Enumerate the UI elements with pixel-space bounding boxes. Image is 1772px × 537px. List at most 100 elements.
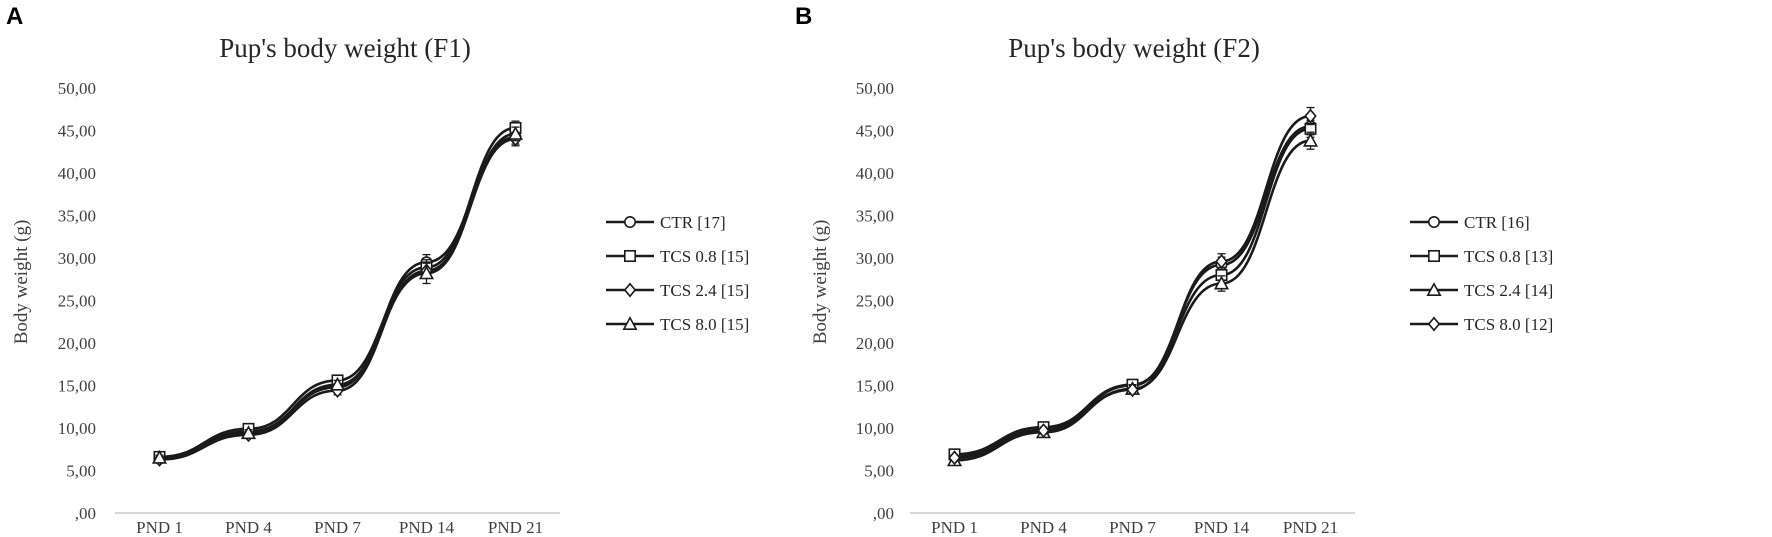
- legend-label: TCS 0.8 [15]: [660, 247, 749, 266]
- y-tick-label-a: 45,00: [58, 122, 96, 141]
- y-tick-label-a: 40,00: [58, 164, 96, 183]
- series-a-2: [153, 120, 522, 463]
- data-point: [507, 126, 524, 140]
- y-tick-label-a: 20,00: [58, 334, 96, 353]
- plot-area-b: [946, 106, 1319, 467]
- chart-title-a: Pup's body weight (F1): [219, 33, 471, 63]
- data-point: [1302, 132, 1319, 147]
- x-tick-labels-b: PND 1 PND 4 PND 7 PND 14 PND 21: [931, 518, 1338, 537]
- series-a-3: [153, 131, 522, 467]
- series-b-1: [948, 117, 1317, 463]
- data-point: [418, 265, 435, 280]
- legend-marker: [1428, 250, 1441, 263]
- legend-marker: [1427, 316, 1441, 332]
- data-point: [1304, 108, 1317, 124]
- y-tick-label-b: 30,00: [856, 249, 894, 268]
- data-point: [1126, 382, 1139, 398]
- chart-panel-b: B Pup's body weight (F2) Body weight (g)…: [795, 3, 1553, 537]
- legend-marker: [623, 282, 637, 298]
- y-axis-label-b: Body weight (g): [810, 220, 831, 345]
- series-b-3: [946, 131, 1319, 467]
- legend-item: CTR [16]: [1410, 213, 1530, 232]
- y-tick-label-a: 5,00: [66, 462, 96, 481]
- y-tick-label-b: 50,00: [856, 79, 894, 98]
- legend-marker: [623, 250, 636, 263]
- y-tick-label-a: 35,00: [58, 207, 96, 226]
- data-point: [1037, 423, 1050, 438]
- legend-marker: [1428, 216, 1441, 229]
- legend-marker: [1426, 282, 1442, 297]
- x-tick-labels-a: PND 1 PND 4 PND 7 PND 14 PND 21: [136, 518, 543, 537]
- y-tick-label-a: 30,00: [58, 249, 96, 268]
- y-tick-label-b: 35,00: [856, 207, 894, 226]
- series-line: [159, 132, 516, 460]
- x-tick-label-b: PND 14: [1194, 518, 1250, 537]
- x-tick-label-b: PND 1: [931, 518, 978, 537]
- chart-panel-a: A Pup's body weight (F1) Body weight (g)…: [6, 3, 749, 537]
- y-axis-label-a: Body weight (g): [11, 220, 32, 345]
- series-line: [159, 136, 516, 460]
- plot-area-a: [151, 120, 524, 467]
- legend-label: TCS 2.4 [14]: [1464, 281, 1553, 300]
- legend-item: TCS 2.4 [15]: [606, 281, 749, 300]
- y-tick-label-b: 40,00: [856, 164, 894, 183]
- data-point: [1213, 275, 1230, 290]
- legend-item: TCS 0.8 [13]: [1410, 247, 1553, 266]
- y-tick-label-b: 25,00: [856, 292, 894, 311]
- y-tick-label-b: 5,00: [864, 462, 894, 481]
- y-tick-label-a: 50,00: [58, 79, 96, 98]
- chart-title-b: Pup's body weight (F2): [1008, 33, 1260, 63]
- series-line: [954, 124, 1311, 459]
- x-tick-label-a: PND 14: [399, 518, 455, 537]
- series-line: [954, 139, 1311, 462]
- legend-label: TCS 2.4 [15]: [660, 281, 749, 300]
- y-tick-label-a: 25,00: [58, 292, 96, 311]
- series-b-4: [948, 106, 1317, 466]
- y-tick-labels-b: ,00 5,00 10,00 15,00 20,00 25,00 30,00 35,00 40,…: [856, 79, 894, 523]
- data-point: [329, 376, 346, 391]
- data-point: [1215, 253, 1228, 269]
- x-tick-label-a: PND 1: [136, 518, 183, 537]
- panel-label-a: A: [6, 3, 23, 30]
- y-tick-label-b: 20,00: [856, 334, 894, 353]
- x-tick-label-a: PND 4: [225, 518, 272, 537]
- legend-b: CTR [16] TCS 0.8 [13] TCS 2.4 [14] TCS 8.0 …: [1410, 213, 1553, 334]
- y-tick-label-b: 10,00: [856, 419, 894, 438]
- legend-item: TCS 8.0 [12]: [1410, 315, 1553, 334]
- data-point: [151, 449, 168, 464]
- y-tick-label-b: 45,00: [856, 122, 894, 141]
- legend-item: TCS 8.0 [15]: [606, 315, 749, 334]
- x-tick-label-a: PND 7: [314, 518, 361, 537]
- data-point: [948, 450, 961, 466]
- legend-item: TCS 0.8 [15]: [606, 247, 749, 266]
- y-tick-labels-a: ,00 5,00 10,00 15,00 20,00 25,00 30,00 35,00 40,…: [58, 79, 96, 523]
- data-point: [240, 425, 257, 440]
- series-line: [954, 114, 1311, 460]
- panel-label-b: B: [795, 3, 812, 30]
- y-tick-label-b: 15,00: [856, 377, 894, 396]
- legend-label: TCS 8.0 [15]: [660, 315, 749, 334]
- legend-item: CTR [17]: [606, 213, 726, 232]
- series-line: [159, 126, 516, 459]
- legend-item: TCS 2.4 [14]: [1410, 281, 1553, 300]
- y-tick-label-a: 15,00: [58, 377, 96, 396]
- legend-a: CTR [17] TCS 0.8 [15] TCS 2.4 [15] TCS 8.0 …: [606, 213, 749, 334]
- y-tick-label-a: ,00: [75, 504, 96, 523]
- series-a-4: [151, 126, 524, 464]
- legend-marker: [623, 216, 636, 229]
- x-tick-label-b: PND 4: [1020, 518, 1067, 537]
- series-line: [159, 137, 516, 461]
- y-tick-label-b: ,00: [873, 504, 894, 523]
- legend-label: CTR [17]: [660, 213, 726, 232]
- legend-label: TCS 8.0 [12]: [1464, 315, 1553, 334]
- legend-marker: [622, 316, 638, 331]
- series-line: [954, 127, 1311, 456]
- legend-label: CTR [16]: [1464, 213, 1530, 232]
- x-tick-label-a: PND 21: [488, 518, 543, 537]
- series-b-2: [948, 119, 1317, 461]
- x-tick-label-b: PND 21: [1283, 518, 1338, 537]
- series-a-1: [153, 129, 522, 465]
- y-tick-label-a: 10,00: [58, 419, 96, 438]
- legend-label: TCS 0.8 [13]: [1464, 247, 1553, 266]
